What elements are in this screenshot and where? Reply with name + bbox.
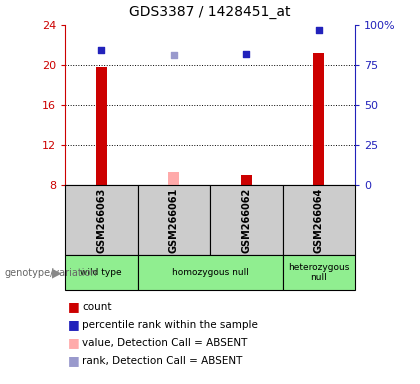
- Text: GSM266064: GSM266064: [314, 187, 324, 253]
- Bar: [283, 255, 355, 290]
- Text: GSM266063: GSM266063: [96, 187, 106, 253]
- Text: genotype/variation: genotype/variation: [4, 268, 97, 278]
- Point: [315, 27, 322, 33]
- Text: ■: ■: [68, 318, 80, 331]
- Bar: [168, 172, 179, 185]
- Bar: [241, 175, 252, 185]
- Text: heterozygous
null: heterozygous null: [288, 263, 349, 282]
- Text: GDS3387 / 1428451_at: GDS3387 / 1428451_at: [129, 5, 291, 19]
- Bar: [65, 255, 137, 290]
- Text: value, Detection Call = ABSENT: value, Detection Call = ABSENT: [82, 338, 247, 348]
- Bar: [137, 255, 283, 290]
- Bar: [137, 185, 210, 255]
- Bar: [96, 67, 107, 185]
- Bar: [313, 53, 324, 185]
- Text: ■: ■: [68, 336, 80, 349]
- Text: percentile rank within the sample: percentile rank within the sample: [82, 320, 258, 330]
- Text: ▶: ▶: [52, 266, 61, 279]
- Bar: [283, 185, 355, 255]
- Text: GSM266061: GSM266061: [169, 187, 179, 253]
- Point: [243, 51, 249, 57]
- Text: GSM266062: GSM266062: [241, 187, 251, 253]
- Text: rank, Detection Call = ABSENT: rank, Detection Call = ABSENT: [82, 356, 242, 366]
- Point: [98, 47, 105, 53]
- Text: ■: ■: [68, 354, 80, 367]
- Text: ■: ■: [68, 301, 80, 313]
- Bar: [65, 185, 137, 255]
- Text: homozygous null: homozygous null: [171, 268, 249, 277]
- Point: [171, 52, 177, 58]
- Text: wild type: wild type: [81, 268, 122, 277]
- Bar: [210, 185, 283, 255]
- Text: count: count: [82, 302, 111, 312]
